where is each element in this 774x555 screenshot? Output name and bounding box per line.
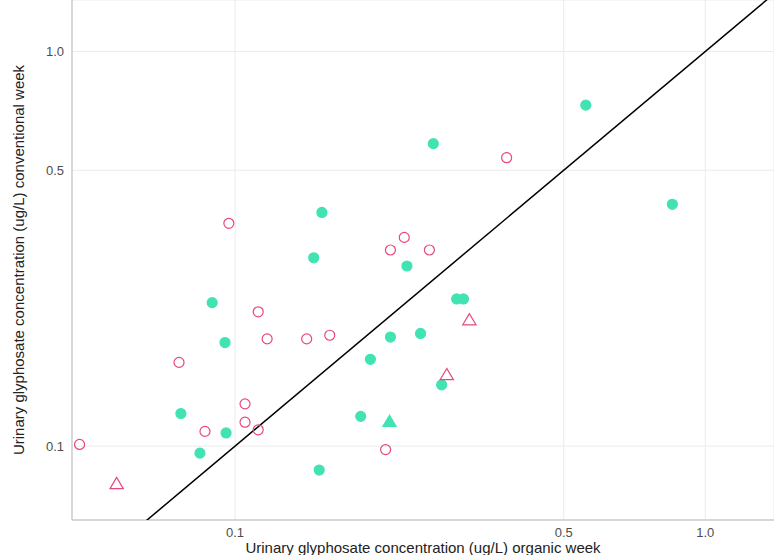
svg-text:Urinary glyphosate concentrati: Urinary glyphosate concentration (ug/L) … (10, 64, 27, 455)
svg-text:0.1: 0.1 (226, 525, 244, 540)
svg-text:0.5: 0.5 (46, 163, 64, 178)
svg-text:1.0: 1.0 (696, 525, 714, 540)
svg-text:0.5: 0.5 (555, 525, 573, 540)
svg-text:0.1: 0.1 (46, 439, 64, 454)
svg-text:1.0: 1.0 (46, 44, 64, 59)
svg-text:Urinary glyphosate concentrati: Urinary glyphosate concentration (ug/L) … (245, 539, 601, 555)
